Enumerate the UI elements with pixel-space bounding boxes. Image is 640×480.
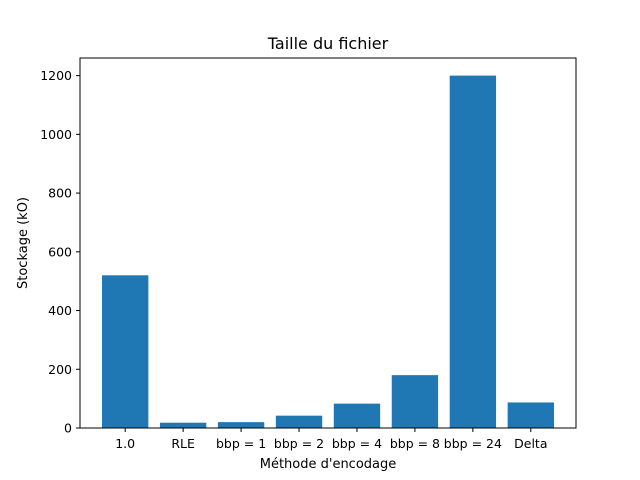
plot-area-frame (79, 57, 577, 429)
x-tick-label: RLE (171, 436, 195, 451)
y-axis-label: Stockage (kO) (16, 197, 31, 289)
x-tick-label: bbp = 4 (332, 436, 382, 451)
bar-1 (159, 422, 207, 428)
y-tick-label: 0 (64, 421, 72, 436)
bar-4 (333, 403, 381, 428)
bar-7 (507, 402, 554, 428)
y-tick-label: 400 (48, 303, 72, 318)
x-tick-label: bbp = 24 (444, 436, 502, 451)
x-axis-ticks: 1.0 RLE bbp = 1 bbp = 2 bbp = 4 bbp = 8 bbp = … (115, 428, 548, 451)
x-tick-label: bbp = 2 (274, 436, 324, 451)
y-tick-label: 1000 (40, 127, 72, 142)
x-tick-label: bbp = 1 (216, 436, 266, 451)
x-tick-label: bbp = 8 (390, 436, 440, 451)
bar-6 (449, 75, 497, 428)
x-axis-label: Méthode d'encodage (260, 457, 397, 472)
x-tick-label: Delta (514, 436, 547, 451)
bar-0 (102, 275, 149, 428)
y-tick-label: 600 (48, 244, 72, 259)
bars-group (102, 75, 554, 428)
bar-5 (391, 375, 439, 428)
y-tick-label: 1200 (40, 68, 72, 83)
x-tick-label: 1.0 (115, 436, 135, 451)
y-tick-label: 800 (48, 186, 72, 201)
bar-3 (275, 415, 323, 428)
chart-title: Taille du fichier (267, 34, 389, 53)
y-axis-ticks: 0 200 400 600 800 1000 1200 (40, 68, 80, 436)
y-tick-label: 200 (48, 362, 72, 377)
bar-2 (217, 422, 265, 428)
